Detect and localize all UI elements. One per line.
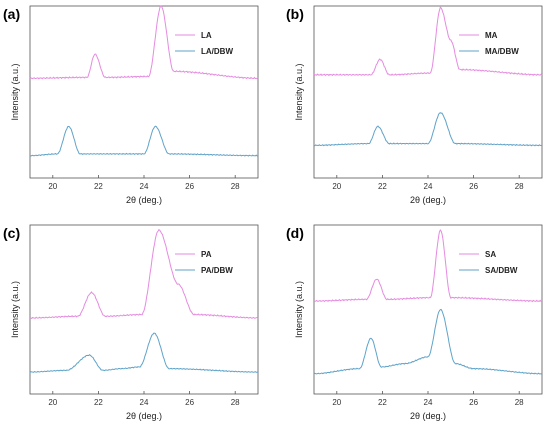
legend-label: MA xyxy=(485,31,498,40)
y-axis-label: Intensity (a.u.) xyxy=(10,281,20,338)
x-tick-label: 22 xyxy=(378,182,387,191)
x-tick-label: 24 xyxy=(424,182,433,191)
series-line-la xyxy=(29,5,259,80)
x-tick-label: 20 xyxy=(332,398,341,407)
panel-label: (a) xyxy=(3,6,20,22)
panel-label: (d) xyxy=(286,225,304,241)
x-tick-label: 22 xyxy=(94,182,103,191)
legend-label: PA xyxy=(201,250,212,259)
x-tick-label: 26 xyxy=(469,398,478,407)
series-line-pa xyxy=(29,228,259,320)
x-tick-label: 24 xyxy=(140,398,149,407)
x-tick-label: 22 xyxy=(378,398,387,407)
plot-frame xyxy=(29,5,259,179)
legend-label: LA xyxy=(201,31,212,40)
x-tick-label: 22 xyxy=(94,398,103,407)
x-tick-label: 24 xyxy=(424,398,433,407)
series-line-ma xyxy=(313,6,543,77)
y-axis-label: Intensity (a.u.) xyxy=(294,63,304,120)
panel-label: (c) xyxy=(3,225,20,241)
x-tick-label: 28 xyxy=(515,398,524,407)
chart-panel-2: (b) 20 22 24 26 28 2θ (deg.) Intensity (a.u.) MA… xyxy=(286,5,543,205)
x-tick-label: 20 xyxy=(332,182,341,191)
x-tick-label: 24 xyxy=(140,182,149,191)
legend-label: MA/DBW xyxy=(485,47,519,56)
x-tick-label: 26 xyxy=(469,182,478,191)
x-tick-label: 26 xyxy=(185,398,194,407)
x-axis-label: 2θ (deg.) xyxy=(410,195,446,205)
series-line-sa-dbw xyxy=(313,308,543,375)
x-tick-label: 26 xyxy=(185,182,194,191)
series-line-sa xyxy=(313,229,543,303)
plot-frame xyxy=(313,224,543,395)
legend-label: SA/DBW xyxy=(485,266,518,275)
x-tick-label: 28 xyxy=(231,398,240,407)
x-axis-label: 2θ (deg.) xyxy=(126,195,162,205)
series-line-pa-dbw xyxy=(29,332,259,373)
series-line-la-dbw xyxy=(29,125,259,157)
chart-panel-4: (d) 20 22 24 26 28 2θ (deg.) Intensity (a.u.) SA… xyxy=(286,224,543,421)
chart-panel-1: (a) 20 22 24 26 28 2θ (deg.) Intensity (a.u.) LA… xyxy=(3,5,259,205)
y-axis-label: Intensity (a.u.) xyxy=(10,63,20,120)
x-tick-label: 28 xyxy=(515,182,524,191)
x-tick-label: 20 xyxy=(48,182,57,191)
x-tick-label: 20 xyxy=(48,398,57,407)
legend-label: LA/DBW xyxy=(201,47,233,56)
legend-label: PA/DBW xyxy=(201,266,233,275)
legend-label: SA xyxy=(485,250,496,259)
panel-label: (b) xyxy=(286,6,304,22)
x-axis-label: 2θ (deg.) xyxy=(126,411,162,421)
y-axis-label: Intensity (a.u.) xyxy=(294,281,304,338)
series-line-ma-dbw xyxy=(313,112,543,147)
plot-frame xyxy=(313,5,543,179)
x-tick-label: 28 xyxy=(231,182,240,191)
chart-panel-3: (c) 20 22 24 26 28 2θ (deg.) Intensity (a.u.) PA… xyxy=(3,224,259,421)
x-axis-label: 2θ (deg.) xyxy=(410,411,446,421)
